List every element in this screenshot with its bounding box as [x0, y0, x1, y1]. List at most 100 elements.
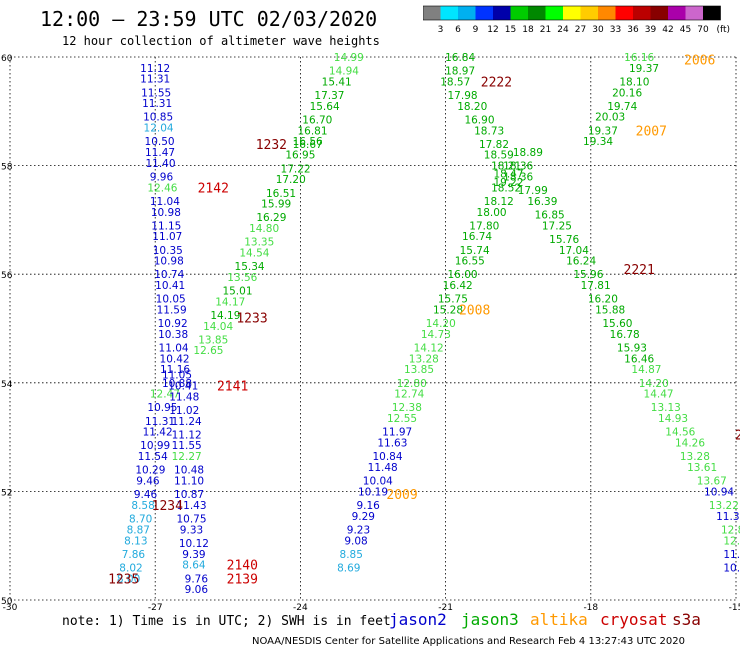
colorbar-unit: (ft) — [717, 25, 731, 35]
swh-value: 20.16 — [612, 87, 642, 99]
pass-time-label: 1234 — [152, 499, 183, 514]
swh-value: 8.64 — [182, 560, 206, 572]
swh-value: 8.00 — [117, 573, 140, 585]
colorbar-label: 36 — [627, 25, 639, 35]
swh-value: 11.07 — [152, 231, 182, 243]
colorbar-label: 45 — [680, 25, 691, 35]
colorbar-label: 9 — [473, 25, 479, 35]
swh-value: 11.31 — [140, 74, 170, 86]
swh-value: 16.00 — [448, 269, 478, 281]
swh-value: 11.31 — [142, 98, 172, 110]
swh-value: 10.19 — [358, 486, 388, 498]
y-tick-label: 50 — [1, 597, 13, 607]
colorbar-label: 21 — [540, 25, 551, 35]
swh-value: 11.54 — [138, 451, 168, 463]
swh-value: 18.97 — [445, 66, 475, 78]
swh-value: 16.67 — [293, 139, 323, 151]
colorbar-swatch — [563, 6, 581, 20]
colorbar-swatch — [703, 6, 721, 20]
swh-value: 10.35 — [153, 245, 183, 257]
swh-value: 16.90 — [464, 114, 494, 126]
swh-value: 19.37 — [588, 125, 618, 137]
swh-value: 13.85 — [404, 364, 434, 376]
swh-value: 10.99 — [140, 440, 170, 452]
swh-value: 10.05 — [156, 294, 186, 306]
swh-value: 11.55 — [141, 87, 171, 99]
swh-value: 16.95 — [285, 150, 315, 162]
swh-value: 11.15 — [151, 220, 181, 232]
swh-value: 10.92 — [158, 318, 188, 330]
swh-value: 16.84 — [445, 52, 475, 64]
swh-value: 9.16 — [356, 500, 380, 512]
swh-value: 17.22 — [281, 163, 311, 175]
pass-time-label: 2140 — [227, 559, 258, 574]
swh-value: 16.55 — [455, 256, 485, 268]
swh-value: 16.42 — [443, 280, 473, 292]
swh-value: 17.99 — [518, 185, 548, 197]
pass-time-label: 2141 — [217, 380, 248, 395]
swh-value: 16.46 — [624, 353, 654, 365]
swh-value: 13.28 — [680, 451, 710, 463]
swh-value: 14.19 — [210, 310, 240, 322]
x-tick-label: -21 — [438, 603, 453, 613]
swh-value: 12.04 — [144, 123, 174, 135]
swh-value: 9.06 — [185, 584, 209, 596]
swh-value: 11.48 — [169, 391, 199, 403]
swh-value: 11.24 — [172, 416, 202, 428]
swh-value: 18.57 — [440, 76, 470, 88]
swh-value: 10.84 — [372, 451, 402, 463]
swh-value: 9.33 — [180, 524, 203, 536]
swh-value: 16.29 — [256, 212, 286, 224]
swh-value: 10.41 — [155, 280, 185, 292]
swh-value: 14.20 — [639, 378, 669, 390]
pass-time-label: 2142 — [198, 181, 229, 196]
swh-value: 11.16 — [160, 364, 190, 376]
swh-value: 10.29 — [135, 465, 165, 477]
credit-line: NOAA/NESDIS Center for Satellite Applica… — [252, 636, 685, 647]
swh-value: 20.03 — [595, 112, 625, 124]
colorbar-swatch — [668, 6, 686, 20]
swh-value: 18.36 — [503, 171, 533, 183]
colorbar-swatch — [615, 6, 633, 20]
colorbar-swatch — [440, 6, 458, 20]
swh-value: 18.20 — [457, 101, 487, 113]
swh-value: 8.87 — [127, 524, 150, 536]
colorbar-swatch — [475, 6, 493, 20]
swh-value: 14.87 — [631, 364, 661, 376]
swh-value: 19.22 — [493, 177, 523, 189]
swh-value: 9.08 — [344, 535, 367, 547]
colorbar-swatch — [493, 6, 511, 20]
swh-value: 11.48 — [368, 462, 398, 474]
y-tick-label: 56 — [1, 271, 13, 281]
colorbar-swatch — [545, 6, 563, 20]
swh-value: 15.01 — [222, 285, 252, 297]
swh-value: 12.74 — [394, 389, 424, 401]
swh-value: 14.12 — [414, 343, 444, 355]
swh-value: 17.80 — [469, 220, 499, 232]
colorbar-swatch — [458, 6, 476, 20]
swh-value: 16.78 — [610, 329, 640, 341]
legend-jason2: jason2 — [389, 610, 447, 629]
swh-value: 9.46 — [134, 489, 158, 501]
chart-subtitle: 12 hour collection of altimeter wave hei… — [62, 34, 380, 48]
color-scale-bar: 3 6 9 12 15 18 21 24 27 30 33 36 39 42 45 70 (ft) — [423, 5, 731, 35]
swh-value: 16.74 — [462, 231, 492, 243]
x-tick-label: -18 — [583, 603, 598, 613]
swh-value: 17.25 — [542, 220, 572, 232]
swh-value: 12.65 — [193, 345, 223, 357]
swh-value: 15.75 — [438, 294, 468, 306]
swh-value: 11.47 — [145, 147, 175, 159]
colorbar-swatch — [685, 6, 703, 20]
swh-value: 18.21 — [491, 161, 521, 173]
swh-value: 12.47 — [150, 389, 180, 401]
swh-value: 15.34 — [235, 261, 265, 273]
pass-time-label: 2006 — [684, 54, 715, 69]
swh-value: 8.70 — [129, 514, 152, 526]
swh-value: 9.39 — [182, 549, 205, 561]
swh-value: 17.37 — [314, 90, 344, 102]
swh-value: 13.13 — [651, 402, 681, 414]
colorbar-label: 3 — [438, 25, 444, 35]
swh-value: 12.27 — [172, 451, 202, 463]
pass-time-label: 1233 — [236, 312, 267, 327]
